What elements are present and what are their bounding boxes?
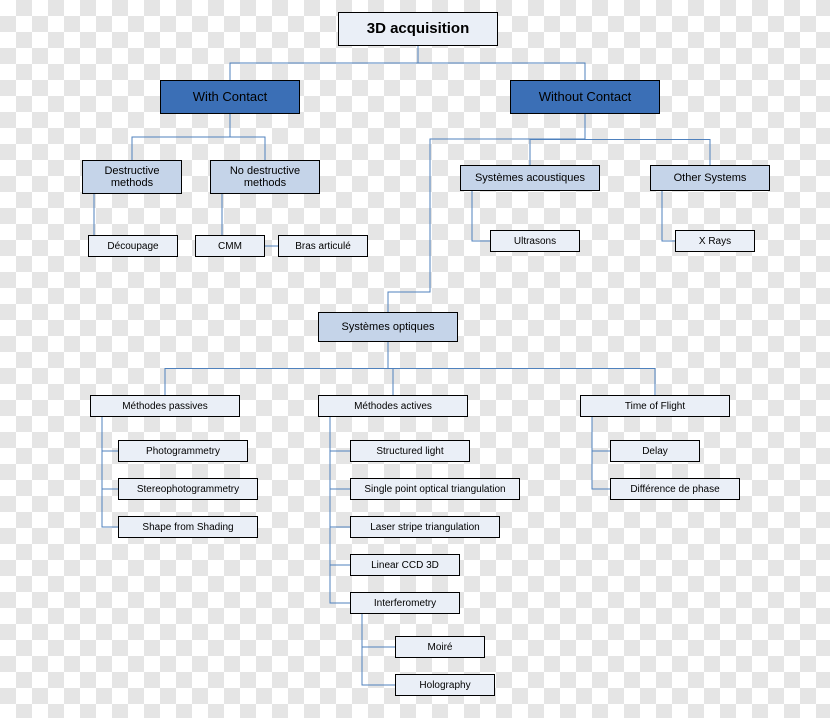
node-decoup: Découpage: [88, 235, 178, 257]
node-nodestr: No destructive methods: [210, 160, 320, 194]
node-othersys: Other Systems: [650, 165, 770, 191]
node-destr: Destructive methods: [82, 160, 182, 194]
node-linccd: Linear CCD 3D: [350, 554, 460, 576]
node-laserst: Laser stripe triangulation: [350, 516, 500, 538]
node-moire: Moiré: [395, 636, 485, 658]
node-photog: Photogrammetry: [118, 440, 248, 462]
node-sfs: Shape from Shading: [118, 516, 258, 538]
node-xrays: X Rays: [675, 230, 755, 252]
node-mpass: Méthodes passives: [90, 395, 240, 417]
node-acous: Systèmes acoustiques: [460, 165, 600, 191]
node-root: 3D acquisition: [338, 12, 498, 46]
node-sysopt: Systèmes optiques: [318, 312, 458, 342]
node-delay: Delay: [610, 440, 700, 462]
node-stereo: Stereophotogrammetry: [118, 478, 258, 500]
node-spot: Single point optical triangulation: [350, 478, 520, 500]
node-cmm: CMM: [195, 235, 265, 257]
node-interf: Interferometry: [350, 592, 460, 614]
node-mact: Méthodes actives: [318, 395, 468, 417]
node-withc: With Contact: [160, 80, 300, 114]
node-holo: Holography: [395, 674, 495, 696]
node-ultra: Ultrasons: [490, 230, 580, 252]
node-struct: Structured light: [350, 440, 470, 462]
node-woc: Without Contact: [510, 80, 660, 114]
node-bras: Bras articulé: [278, 235, 368, 257]
node-tof: Time of Flight: [580, 395, 730, 417]
node-diffph: Différence de phase: [610, 478, 740, 500]
